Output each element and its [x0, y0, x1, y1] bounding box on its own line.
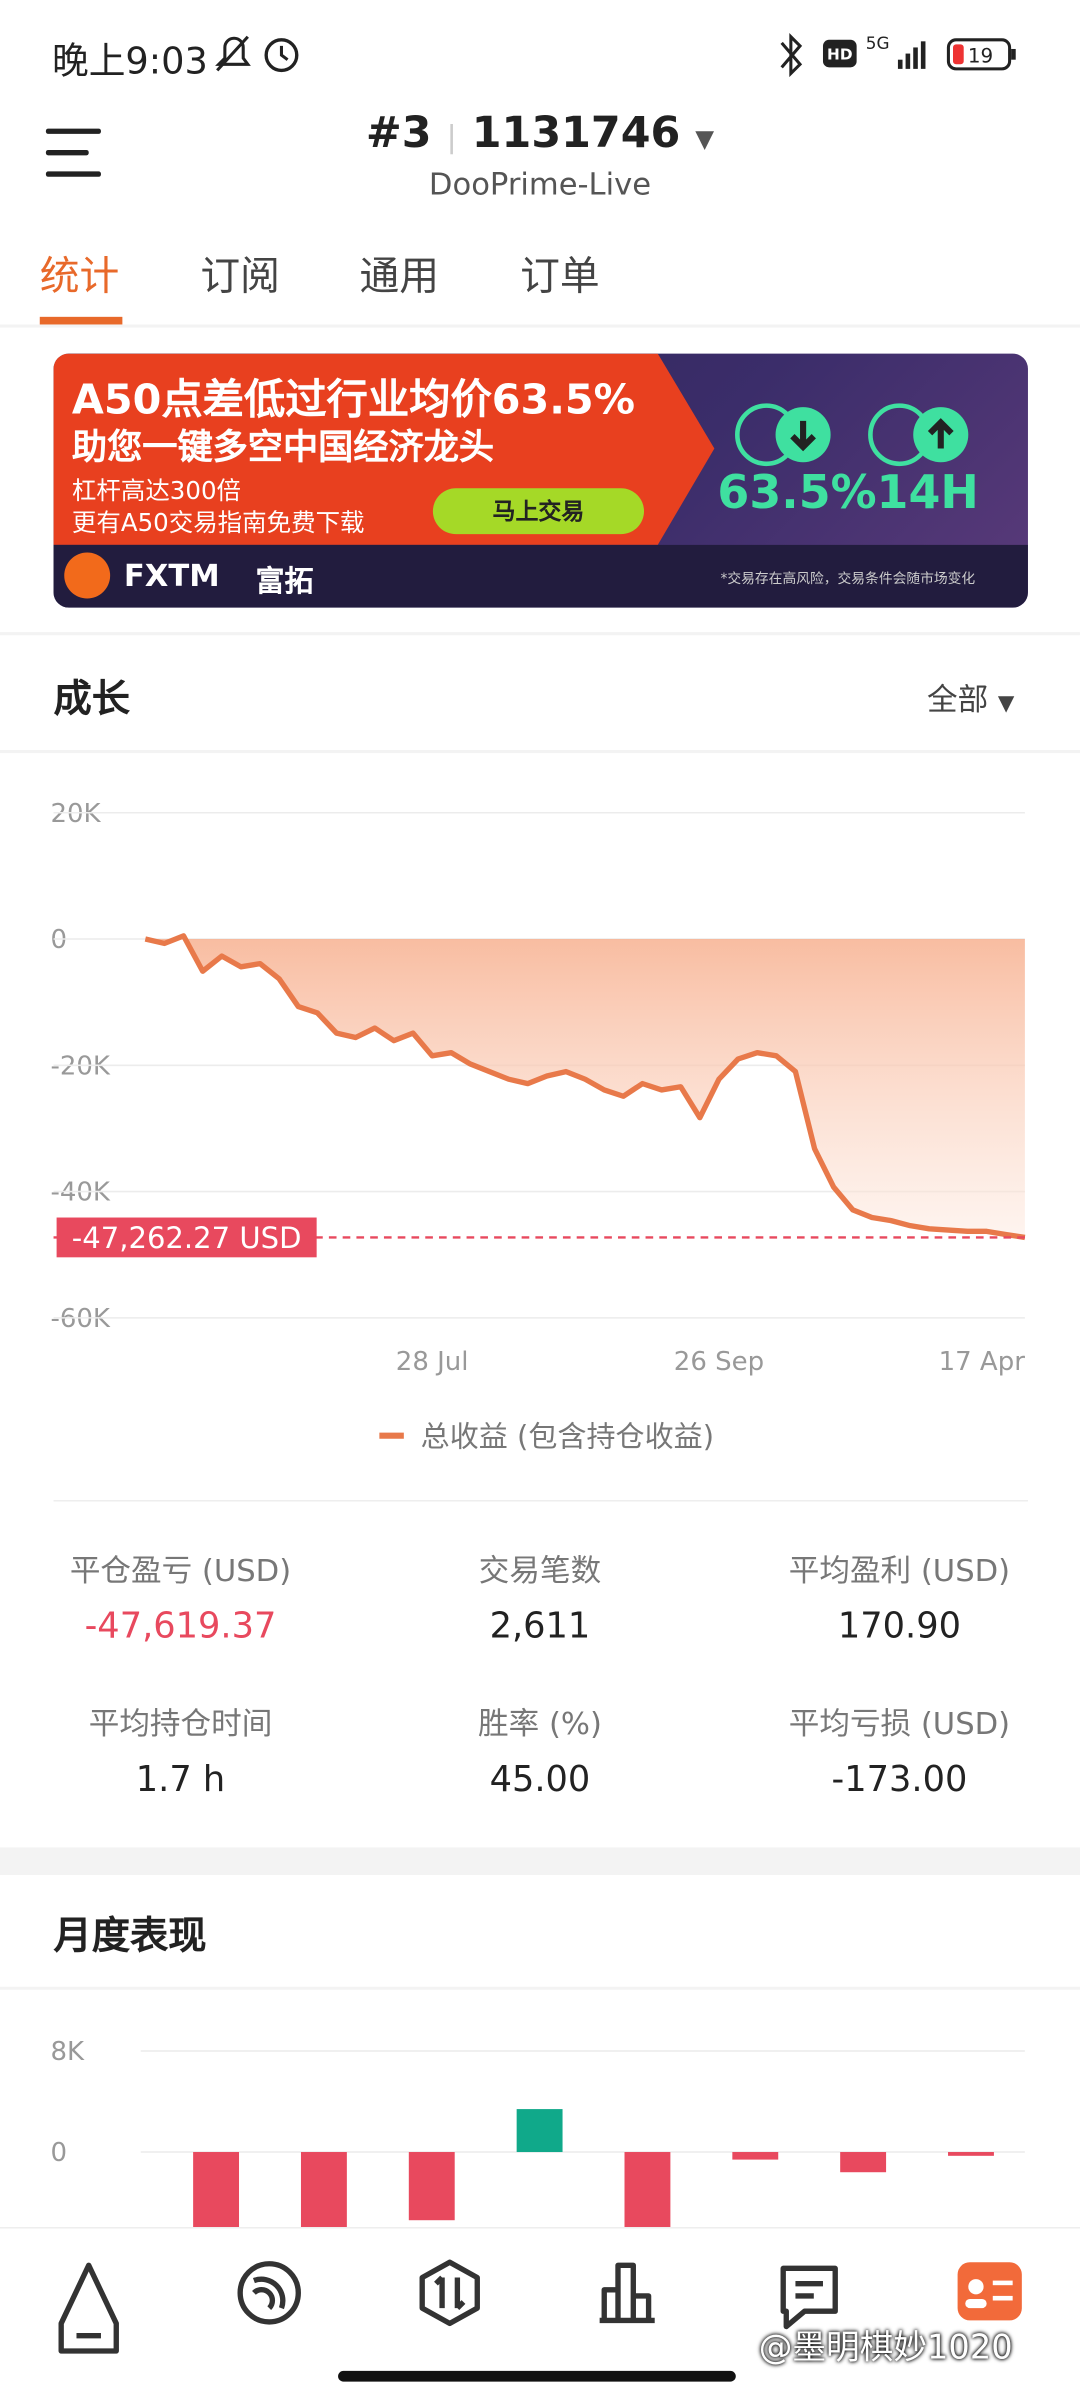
bar: [408, 2152, 455, 2221]
y-tick-label: 0: [50, 2138, 67, 2168]
account-title[interactable]: #3 | 1131746 ▼: [0, 107, 1080, 158]
bar: [516, 2109, 563, 2153]
dropdown-arrow: ▼: [695, 123, 715, 154]
bottom-nav: @墨明棋妙1020: [0, 2227, 1080, 2400]
banner-text: 更有A50交易指南免费下载: [71, 508, 365, 538]
range-filter-label: 全部: [926, 681, 989, 718]
stat-label: 平均盈利 (USD): [788, 1552, 1011, 1589]
y-tick-label: -40K: [50, 1178, 110, 1208]
bar: [193, 2152, 240, 2228]
bar: [300, 2152, 347, 2228]
banner-button[interactable]: 马上交易: [492, 497, 585, 525]
nav-stats[interactable]: [599, 2262, 655, 2324]
bar: [624, 2152, 671, 2228]
y-tick-label: -20K: [50, 1051, 110, 1081]
y-tick-label: 20K: [50, 799, 101, 829]
banner-brand: FXTM: [123, 557, 220, 594]
bar: [840, 2152, 887, 2173]
separator: [0, 1847, 1080, 1875]
banner-text: 杠杆高达300倍: [71, 476, 241, 506]
banner-art: [53, 353, 1028, 608]
nav-home[interactable]: [58, 2262, 119, 2354]
x-tick-label: 17 Apr: [939, 1347, 1026, 1377]
banner-stat: 63.5%: [717, 466, 877, 521]
separator: [0, 632, 1080, 636]
status-hd: HD: [827, 46, 852, 64]
stat-value: -173.00: [831, 1760, 968, 1800]
stat-label: 平均亏损 (USD): [788, 1705, 1011, 1742]
server-name: DooPrime-Live: [428, 165, 652, 203]
section-title: 月度表现: [53, 1913, 207, 1958]
banner-subhead: 助您一键多空中国经济龙头: [71, 428, 495, 469]
ad-banner[interactable]: A50点差低过行业均价63.5% 助您一键多空中国经济龙头 杠杆高达300倍 更…: [53, 353, 1028, 608]
status-right: HD 5G 19: [780, 33, 1016, 78]
status-time: 晚上9:03: [52, 39, 208, 83]
banner-stat: 14H: [876, 466, 979, 521]
watermark: @墨明棋妙1020: [758, 2329, 1013, 2368]
nav-messages[interactable]: [780, 2265, 838, 2330]
status-battery: 19: [968, 45, 993, 68]
bar: [732, 2152, 779, 2160]
status-icons: [215, 35, 299, 73]
banner-brand-cn: 富拓: [255, 564, 314, 599]
dropdown-arrow: ▼: [997, 691, 1015, 717]
stat-value: 45.00: [489, 1760, 591, 1800]
stat-value: -47,619.37: [84, 1607, 277, 1647]
reference-label-bg: [56, 1217, 317, 1258]
tab-indicator: [39, 316, 123, 325]
separator: [0, 324, 1080, 328]
banner-headline: A50点差低过行业均价63.5%: [71, 376, 636, 424]
reference-label: -47,262.27 USD: [72, 1221, 302, 1255]
stat-label: 交易笔数: [478, 1552, 602, 1589]
bar: [948, 2152, 994, 2156]
account-number: 1131746: [471, 107, 681, 158]
nav-signals[interactable]: [237, 2261, 301, 2325]
stat-value: 170.90: [837, 1607, 962, 1647]
home-indicator: [338, 2370, 736, 2382]
banner-disclaimer: *交易存在高风险，交易条件会随市场变化: [720, 572, 976, 588]
tab[interactable]: 订单: [520, 254, 600, 300]
separator: [0, 1986, 1080, 1990]
x-tick-label: 26 Sep: [674, 1347, 764, 1377]
area-fill: [145, 935, 1025, 1238]
separator: [0, 749, 1080, 754]
y-tick-label: -60K: [50, 1304, 110, 1334]
status-network: 5G: [866, 33, 890, 53]
range-filter[interactable]: 全部 ▼: [927, 675, 1014, 719]
menu-button[interactable]: [43, 126, 104, 181]
line: [144, 933, 1026, 1241]
section-title: 成长: [53, 676, 131, 721]
stat-label: 平均持仓时间: [88, 1705, 273, 1742]
nav-account[interactable]: [957, 2262, 1022, 2321]
stat-value: 1.7 h: [135, 1760, 226, 1800]
divider: |: [446, 117, 457, 155]
tab[interactable]: 订阅: [200, 254, 280, 300]
x-tick-label: 28 Jul: [396, 1347, 469, 1377]
stat-label: 平仓盈亏 (USD): [69, 1552, 292, 1589]
stat-label: 胜率 (%): [478, 1705, 602, 1742]
tab-active[interactable]: 统计: [39, 254, 120, 300]
stat-value: 2,611: [489, 1607, 591, 1647]
nav-trade[interactable]: [419, 2259, 480, 2327]
y-tick-label: 8K: [50, 2037, 85, 2067]
y-tick-label: 0: [50, 925, 67, 955]
nav-icons: [58, 2259, 1022, 2354]
legend-label: 总收益 (包含持仓收益): [421, 1419, 714, 1453]
account-id: #3: [365, 107, 432, 158]
tab[interactable]: 通用: [359, 254, 440, 300]
separator: [53, 1499, 1028, 1502]
